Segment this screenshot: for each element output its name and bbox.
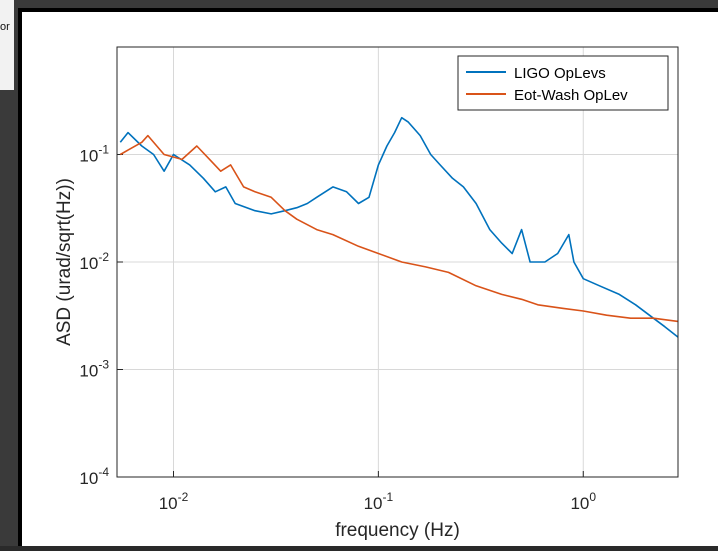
axes-box — [116, 46, 679, 478]
background-window — [0, 0, 14, 90]
y-tick-label: 10-1 — [79, 143, 109, 166]
legend-label: LIGO OpLevs — [514, 65, 606, 82]
x-tick-label: 10-1 — [364, 490, 394, 513]
legend-label: Eot-Wash OpLev — [514, 87, 628, 104]
chart: 10-2 10-1 100 10-4 10-3 10-2 10-1 LIGO OpLevs Eo… — [54, 46, 679, 541]
x-tick-label: 100 — [570, 490, 596, 513]
data-line — [119, 134, 679, 323]
x-axis-label: frequency (Hz) — [335, 520, 460, 541]
y-tick-label: 10-4 — [79, 465, 109, 488]
y-tick-label: 10-3 — [79, 358, 109, 381]
data-line — [119, 116, 679, 338]
x-tick-label: 10-2 — [159, 490, 189, 513]
y-axis-label: ASD (urad/sqrt(Hz)) — [54, 178, 75, 346]
y-tick-label: 10-2 — [79, 250, 109, 273]
background-text: or — [0, 21, 10, 33]
legend-box — [457, 55, 669, 111]
